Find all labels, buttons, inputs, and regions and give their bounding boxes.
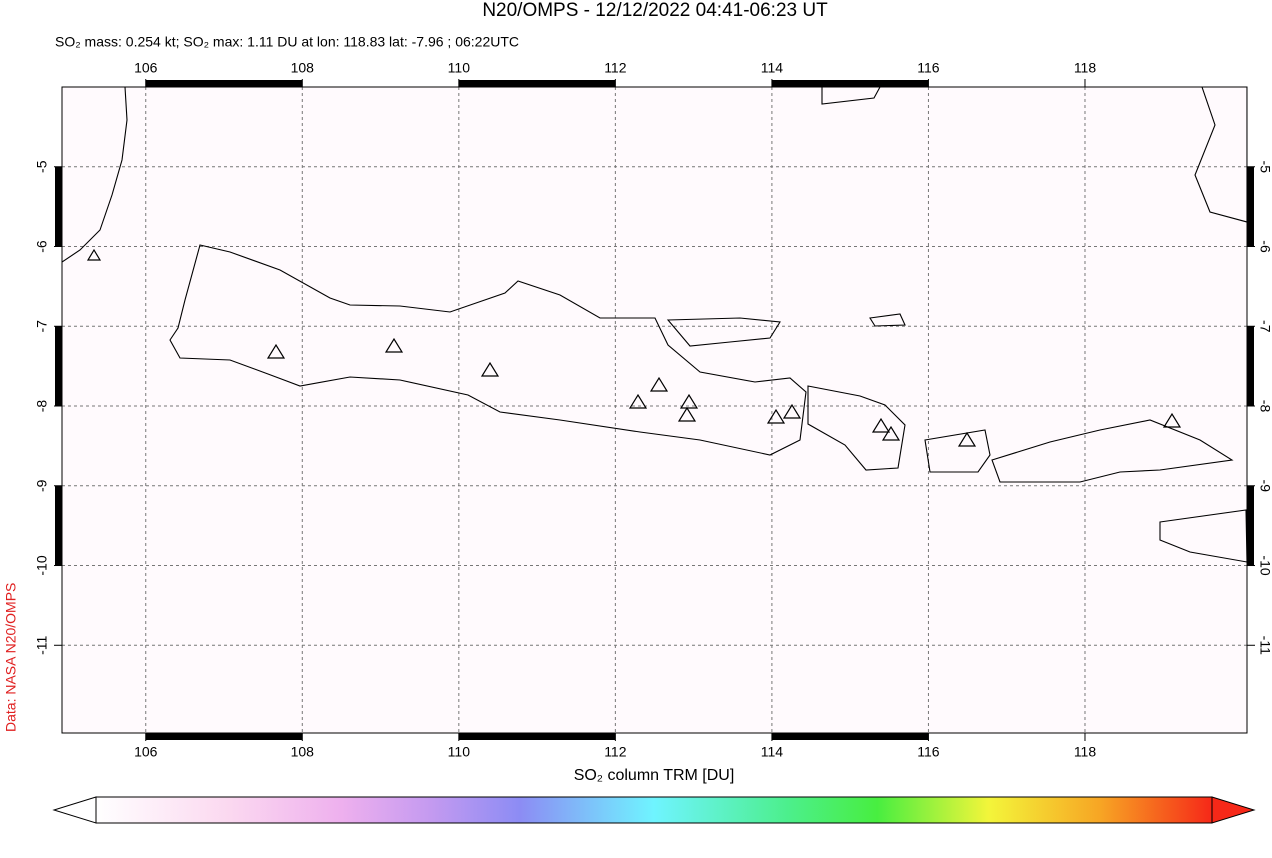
scale-bar: [458, 733, 616, 740]
islet-coast: [869, 313, 906, 327]
y-tick-label: -6: [34, 240, 50, 253]
y-tick-label: -5: [1257, 161, 1272, 174]
volcano: [871, 417, 891, 433]
scale-bar: [771, 733, 929, 740]
y-tick-label: -9: [1257, 480, 1272, 493]
colorbar-ramp: [95, 796, 1213, 824]
x-tick-label: 116: [917, 60, 940, 76]
volcano: [266, 343, 286, 359]
x-tick-label: 112: [604, 744, 627, 760]
volcano: [881, 425, 901, 441]
plot-frame: [61, 86, 1248, 734]
volcano: [86, 248, 102, 261]
subtitle: SO₂ mass: 0.254 kt; SO₂ max: 1.11 DU at …: [55, 34, 519, 50]
volcano: [1162, 412, 1182, 428]
x-tick-label: 110: [448, 744, 471, 760]
scale-bar: [458, 80, 616, 87]
sulawesi-coast: [1194, 87, 1247, 223]
scale-bar: [55, 166, 62, 247]
colorbar-over-arrow: [1211, 796, 1256, 824]
x-tick-label: 108: [291, 744, 315, 760]
volcano: [384, 337, 404, 353]
volcano: [628, 393, 648, 409]
borneo-coast: [821, 87, 881, 105]
credit: Data: NASA N20/OMPS: [3, 583, 19, 732]
scale-bar: [1247, 485, 1254, 566]
sumbawa-coast: [991, 419, 1234, 483]
y-tick-label: -9: [34, 479, 50, 492]
y-tick-label: -8: [34, 400, 50, 413]
x-tick-label: 118: [1074, 744, 1097, 760]
volcano: [679, 393, 699, 409]
x-tick-label: 106: [134, 60, 158, 76]
lombok-coast: [924, 429, 991, 473]
plot-background: [62, 87, 1247, 733]
y-tick-label: -5: [34, 160, 50, 173]
scale-bar: [55, 485, 62, 566]
volcano: [782, 403, 802, 419]
volcano: [480, 361, 500, 377]
x-tick-label: 108: [291, 60, 315, 76]
y-tick-label: -10: [34, 555, 50, 575]
x-tick-label: 118: [1074, 60, 1097, 76]
scale-bar: [1247, 166, 1254, 247]
java-coast: [169, 244, 807, 456]
title: N20/OMPS - 12/12/2022 04:41-06:23 UT: [482, 0, 828, 21]
y-tick-label: -11: [1257, 636, 1272, 655]
scale-bar: [771, 80, 929, 87]
colorbar-under-arrow: [52, 796, 97, 824]
volcano: [766, 408, 786, 424]
madura-coast: [666, 317, 781, 347]
volcanoes: [86, 248, 1182, 447]
volcano: [677, 406, 697, 422]
x-tick-label: 114: [761, 744, 784, 760]
x-tick-label: 112: [604, 60, 627, 76]
coastlines: [62, 87, 1247, 563]
volcano: [957, 431, 977, 447]
sumba-coast: [1159, 509, 1247, 563]
x-tick-label: 116: [917, 744, 940, 760]
y-tick-label: -8: [1257, 400, 1272, 413]
sumatra-coast: [62, 87, 128, 263]
x-tick-label: 110: [448, 60, 471, 76]
axis-labels: 106 106 108 108 110 110 112 112 114 114 116 116 118 1…: [34, 60, 1272, 760]
volcano: [649, 376, 669, 392]
y-tick-label: -6: [1257, 240, 1272, 253]
y-tick-label: -10: [1257, 555, 1272, 575]
scale-bar: [145, 80, 303, 87]
colorbar: [52, 796, 1256, 824]
colorbar-label: SO₂ column TRM [DU]: [574, 767, 735, 784]
x-tick-label: 114: [761, 60, 784, 76]
y-tick-label: -7: [1257, 320, 1272, 333]
frame: [54, 79, 1255, 741]
scale-bar: [55, 326, 62, 407]
scale-bar: [145, 733, 303, 740]
bali-coast: [807, 385, 906, 471]
y-tick-label: -11: [34, 635, 50, 654]
x-tick-label: 106: [134, 744, 158, 760]
scale-bar: [1247, 326, 1254, 407]
y-tick-label: -7: [34, 320, 50, 333]
